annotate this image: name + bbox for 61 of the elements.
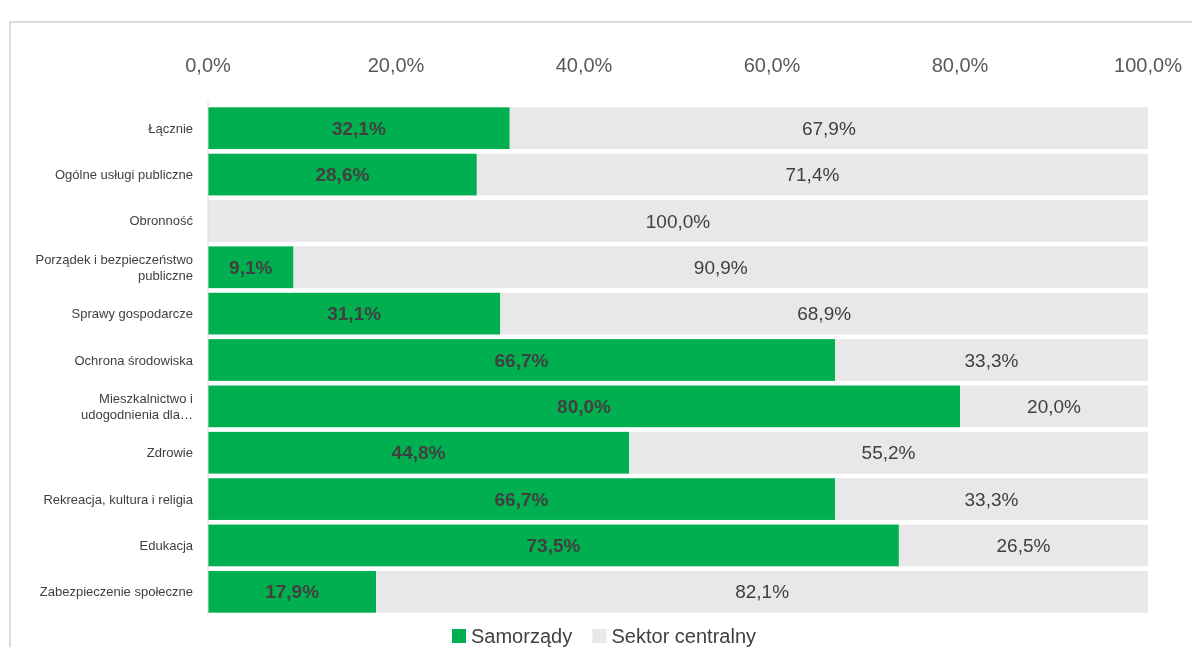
bar <box>293 246 1148 289</box>
legend-label: Samorządy <box>471 625 573 647</box>
x-tick-label: 20,0% <box>367 54 425 76</box>
y-tick-label: Porządek i bezpieczeństwo publiczne <box>35 251 193 283</box>
legend-label: Sektor centralny <box>611 625 757 647</box>
bar <box>960 385 1148 428</box>
y-tick-label: Obronność <box>129 213 194 229</box>
y-tick-label: Ochrona środowiska <box>74 352 194 368</box>
data-label: 67,9% <box>801 117 856 139</box>
bar <box>376 570 1148 613</box>
bar <box>208 292 501 335</box>
y-tick-label: Łącznie <box>148 120 193 136</box>
bar <box>208 339 835 381</box>
data-label: 32,1% <box>331 117 386 139</box>
data-label: 44,8% <box>391 442 446 464</box>
x-tick-label: 80,0% <box>931 54 989 76</box>
bar <box>208 570 377 613</box>
bar <box>208 200 1148 242</box>
data-label: 66,7% <box>494 349 549 371</box>
data-label: 31,1% <box>327 303 382 325</box>
x-tick-label: 100,0% <box>1114 54 1183 76</box>
data-label: 68,9% <box>797 303 852 325</box>
bar <box>629 431 1148 474</box>
bar <box>834 478 1148 520</box>
data-label: 71,4% <box>785 164 840 186</box>
data-label: 73,5% <box>526 535 581 557</box>
bar <box>208 478 835 520</box>
bar <box>208 431 630 474</box>
bar <box>476 153 1148 196</box>
x-tick-label: 60,0% <box>743 54 801 76</box>
data-label: 55,2% <box>861 442 916 464</box>
x-tick-label: 40,0% <box>555 54 613 76</box>
y-tick-label: Zdrowie <box>146 445 193 461</box>
data-label: 100,0% <box>645 210 711 232</box>
bar <box>208 153 477 196</box>
y-tick-label: Zabezpieczenie społeczne <box>39 584 193 600</box>
data-label: 26,5% <box>996 535 1051 557</box>
y-tick-label: Mieszkalnictwo i udogodnienia dla… <box>80 390 194 422</box>
y-tick-label: Sprawy gospodarcze <box>71 306 193 322</box>
data-label: 20,0% <box>1027 396 1082 418</box>
data-label: 82,1% <box>735 581 790 603</box>
y-tick-label: Ogólne usługi publiczne <box>54 167 193 183</box>
data-label: 9,1% <box>229 256 273 278</box>
bar <box>208 385 960 428</box>
y-tick-label: Rekreacja, kultura i religia <box>43 491 194 507</box>
data-label: 66,7% <box>494 488 549 510</box>
data-label: 90,9% <box>693 256 748 278</box>
y-tick-label: Edukacja <box>139 538 194 553</box>
bar <box>500 292 1148 335</box>
data-label: 33,3% <box>964 488 1019 510</box>
data-label: 33,3% <box>964 349 1019 371</box>
bar <box>509 107 1148 150</box>
bar <box>898 524 1148 567</box>
data-label: 17,9% <box>265 581 320 603</box>
bar <box>834 339 1148 381</box>
data-label: 80,0% <box>557 396 612 418</box>
bar <box>208 107 510 150</box>
bar <box>208 246 294 289</box>
bar <box>208 524 899 567</box>
data-label: 28,6% <box>315 164 370 186</box>
x-tick-label: 0,0% <box>185 54 232 76</box>
